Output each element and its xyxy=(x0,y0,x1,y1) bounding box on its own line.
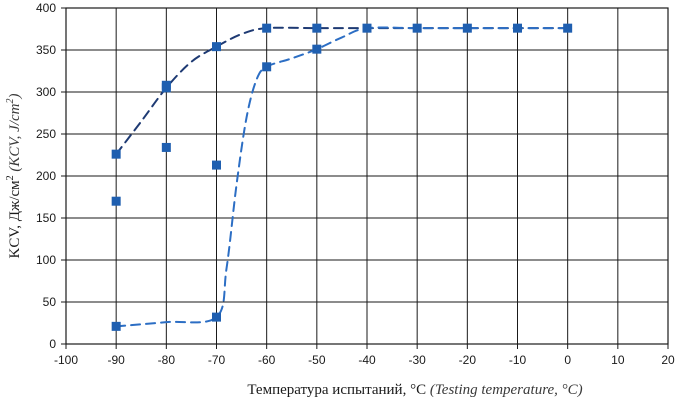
data-point xyxy=(513,23,522,33)
plot-frame xyxy=(61,7,669,349)
grid xyxy=(65,7,669,345)
data-point xyxy=(262,62,272,72)
y-tick-label: 0 xyxy=(49,337,56,351)
x-tick-label: -50 xyxy=(308,353,326,367)
data-point xyxy=(111,321,121,331)
data-point xyxy=(412,23,422,33)
data-point xyxy=(462,23,472,33)
y-tick-label: 200 xyxy=(36,169,56,183)
x-tick-label: 10 xyxy=(611,353,625,367)
y-tick-label: 150 xyxy=(36,211,56,225)
data-points xyxy=(111,23,573,331)
y-axis-title: KCV, Дж/см2 (KCV, J/cm2) xyxy=(5,94,23,259)
x-tick-label: -80 xyxy=(158,353,176,367)
data-point xyxy=(212,42,221,52)
x-tick-label: -60 xyxy=(258,353,276,367)
data-point xyxy=(111,149,121,159)
data-point xyxy=(312,44,322,54)
x-tick-label: -90 xyxy=(107,353,125,367)
data-point xyxy=(312,23,322,33)
data-point xyxy=(161,142,171,152)
lower-trend-curve xyxy=(115,26,569,328)
x-tick-label: 20 xyxy=(661,353,675,367)
curves xyxy=(115,26,569,328)
x-tick-labels: -100 -90 -80 -70 -60 -50 -40 -30 -20 -10 0 10 20 xyxy=(54,353,675,367)
data-point xyxy=(212,312,221,322)
x-axis-title: Температура испытаний, °C (Testing tempe… xyxy=(247,382,582,398)
x-tick-label: -30 xyxy=(408,353,426,367)
x-tick-label: -70 xyxy=(208,353,226,367)
data-point xyxy=(111,196,121,206)
y-tick-label: 400 xyxy=(36,1,56,15)
data-point xyxy=(262,23,272,33)
y-tick-label: 350 xyxy=(36,43,56,57)
x-tick-label: -40 xyxy=(358,353,376,367)
data-point xyxy=(563,23,573,33)
y-tick-label: 300 xyxy=(36,85,56,99)
y-tick-labels: 0 50 100 150 200 250 300 350 400 xyxy=(36,1,56,351)
y-tick-label: 100 xyxy=(36,253,56,267)
data-point xyxy=(161,83,171,93)
x-tick-label: -10 xyxy=(509,353,527,367)
x-tick-label: -100 xyxy=(54,353,78,367)
upper-trend-curve xyxy=(115,26,569,156)
x-tick-label: 0 xyxy=(564,353,571,367)
data-point xyxy=(362,23,372,33)
x-tick-label: -20 xyxy=(459,353,477,367)
y-tick-label: 50 xyxy=(43,295,57,309)
y-tick-label: 250 xyxy=(36,127,56,141)
data-point xyxy=(212,160,221,170)
